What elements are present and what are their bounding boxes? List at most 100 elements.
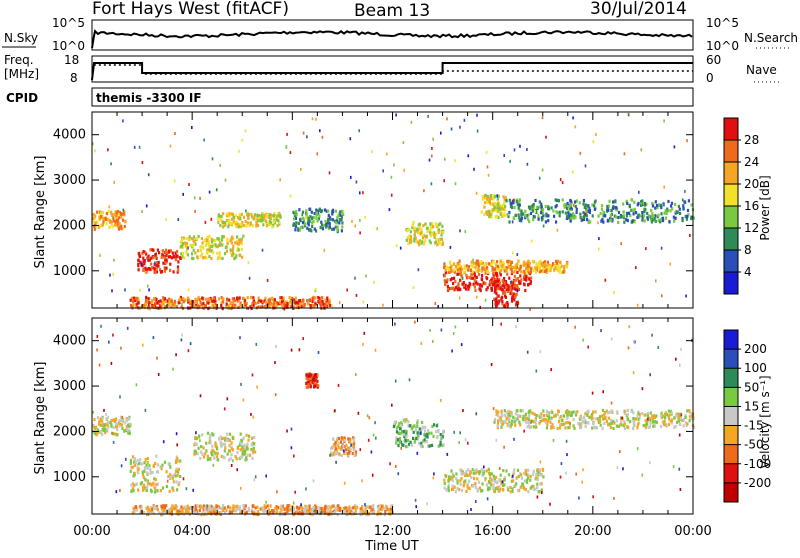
heatmap-cell-0-2-16 <box>180 252 183 256</box>
heatmap-cell-0-2-73 <box>238 253 241 257</box>
heatmap-cell-0-10-83 <box>506 301 509 305</box>
heatmap-cell-1-8-287 <box>653 415 656 420</box>
noise-cell-1-47 <box>672 465 675 469</box>
noise-cell-0-176 <box>427 114 429 118</box>
heatmap-cell-1-3-21 <box>246 444 249 448</box>
heatmap-cell-1-2-384 <box>355 511 358 515</box>
heatmap-cell-0-11-223 <box>534 198 537 203</box>
heatmap-cell-0-2-145 <box>206 250 209 254</box>
heatmap-cell-1-6-40 <box>417 437 420 441</box>
heatmap-cell-1-2-119 <box>383 513 386 517</box>
heatmap-cell-0-3-71 <box>278 221 281 225</box>
xtick-5: 20:00 <box>574 524 611 539</box>
noise-cell-1-119 <box>451 349 453 353</box>
heatmap-cell-0-11-368 <box>547 214 550 218</box>
noise-cell-1-68 <box>680 347 682 351</box>
colorbar-tick-power-cb-ticks-4: 20 <box>744 177 759 191</box>
heatmap-cell-0-1-26 <box>164 248 168 252</box>
heatmap-cell-0-9-70 <box>484 193 487 198</box>
heatmap-cell-0-3-96 <box>263 216 266 220</box>
heatmap-cell-1-3-90 <box>241 453 244 457</box>
noise-cell-0-48 <box>628 211 630 215</box>
heatmap-cell-0-4-270 <box>318 296 321 301</box>
heatmap-cell-0-4-263 <box>164 300 167 304</box>
heatmap-cell-0-8-228 <box>538 267 541 271</box>
heatmap-cell-1-3-127 <box>229 444 232 448</box>
noise-cell-1-0 <box>483 465 485 469</box>
heatmap-cell-1-1-68 <box>155 470 159 474</box>
heatmap-cell-1-1-98 <box>131 455 135 459</box>
heatmap-cell-0-2-67 <box>236 239 239 243</box>
heatmap-cell-0-4-122 <box>148 307 151 311</box>
heatmap-cell-0-5-105 <box>331 210 334 214</box>
heatmap-cell-0-11-218 <box>565 216 568 220</box>
heatmap-cell-1-8-215 <box>603 413 606 417</box>
heatmap-cell-0-11-178 <box>506 212 509 217</box>
heatmap-cell-1-8-28 <box>692 425 696 429</box>
heatmap-cell-0-8-43 <box>558 270 561 274</box>
heatmap-cell-1-2-252 <box>191 505 195 510</box>
heatmap-cell-1-8-78 <box>668 413 671 417</box>
heatmap-cell-0-3-150 <box>260 213 263 217</box>
heatmap-cell-1-1-112 <box>169 465 172 469</box>
heatmap-cell-1-8-81 <box>578 417 581 421</box>
heatmap-cell-0-8-242 <box>448 268 451 272</box>
heatmap-cell-1-8-353 <box>587 421 590 425</box>
heatmap-cell-1-2-263 <box>318 506 321 510</box>
heatmap-cell-1-7-11 <box>470 476 473 480</box>
heatmap-cell-0-4-205 <box>284 300 287 304</box>
heatmap-cell-0-8-129 <box>469 268 472 273</box>
noise-cell-1-156 <box>458 441 460 445</box>
heatmap-cell-0-4-349 <box>243 301 247 306</box>
heatmap-cell-0-8-204 <box>548 265 551 269</box>
heatmap-cell-1-7-194 <box>476 489 479 493</box>
heatmap-cell-0-8-221 <box>538 264 541 268</box>
heatmap-cell-1-3-55 <box>223 442 227 446</box>
heatmap-cell-1-8-316 <box>542 414 545 418</box>
heatmap-cell-0-8-182 <box>456 263 459 267</box>
heatmap-cell-0-10-35 <box>514 294 517 298</box>
heatmap-cell-1-8-251 <box>649 418 652 422</box>
heatmap-cell-0-9-51 <box>481 197 485 201</box>
heatmap-cell-0-4-405 <box>233 299 236 303</box>
heatmap-cell-1-8-370 <box>543 418 546 422</box>
heatmap-cell-0-9-18 <box>496 197 499 201</box>
noise-cell-1-211 <box>121 415 124 419</box>
heatmap-cell-0-5-20 <box>340 215 343 219</box>
heatmap-cell-0-8-232 <box>543 262 546 266</box>
heatmap-cell-0-4-388 <box>242 305 245 309</box>
heatmap-cell-0-3-145 <box>246 213 249 217</box>
heatmap-cell-0-6-9 <box>424 222 427 226</box>
heatmap-cell-1-0-96 <box>106 423 109 427</box>
heatmap-cell-0-1-83 <box>176 270 179 274</box>
heatmap-cell-0-1-68 <box>159 268 162 272</box>
heatmap-cell-1-4-8 <box>305 381 308 385</box>
heatmap-cell-0-6-81 <box>435 238 438 242</box>
heatmap-cell-0-4-102 <box>192 305 195 309</box>
heatmap-cell-0-2-106 <box>195 237 199 241</box>
heatmap-cell-1-2-486 <box>366 505 369 509</box>
heatmap-cell-1-2-397 <box>303 506 306 511</box>
heatmap-cell-0-8-136 <box>530 267 533 271</box>
heatmap-cell-0-11-261 <box>541 211 544 215</box>
heatmap-cell-1-8-140 <box>508 420 511 424</box>
heatmap-cell-1-7-211 <box>511 487 514 491</box>
heatmap-cell-0-2-70 <box>238 241 241 245</box>
heatmap-cell-1-8-32 <box>602 417 605 421</box>
heatmap-cell-0-7-43 <box>524 288 527 293</box>
heatmap-cell-1-3-92 <box>246 453 249 457</box>
heatmap-cell-0-3-117 <box>275 218 278 222</box>
heatmap-cell-1-5-30 <box>336 443 339 448</box>
heatmap-cell-0-3-65 <box>273 214 276 218</box>
heatmap-cell-1-8-309 <box>652 414 656 418</box>
heatmap-cell-0-4-163 <box>166 299 169 303</box>
heatmap-cell-0-6-62 <box>422 234 425 238</box>
heatmap-cell-0-6-18 <box>409 230 412 234</box>
heatmap-cell-0-2-139 <box>231 235 234 239</box>
heatmap-cell-1-2-364 <box>146 510 149 515</box>
heatmap-cell-0-4-355 <box>208 298 211 302</box>
heatmap-cell-1-7-190 <box>494 486 497 491</box>
heatmap-cell-0-1-49 <box>169 268 172 272</box>
heatmap-cell-0-1-106 <box>143 259 146 263</box>
